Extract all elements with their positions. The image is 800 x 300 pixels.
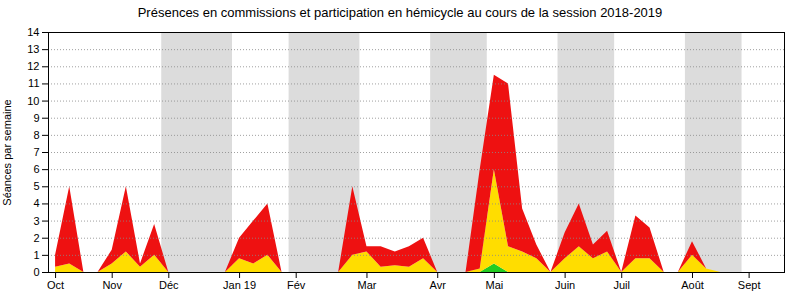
svg-text:11: 11 — [28, 77, 39, 89]
svg-text:14: 14 — [27, 26, 39, 38]
svg-text:9: 9 — [33, 112, 39, 124]
svg-text:Août: Août — [681, 279, 704, 291]
svg-text:8: 8 — [33, 129, 39, 141]
svg-text:Avr: Avr — [430, 279, 447, 291]
svg-text:Fév: Fév — [287, 279, 306, 291]
svg-text:4: 4 — [33, 197, 39, 209]
svg-text:Mar: Mar — [357, 279, 376, 291]
svg-text:Séances par semaine: Séances par semaine — [1, 99, 13, 205]
svg-text:Mai: Mai — [485, 279, 503, 291]
svg-text:2: 2 — [33, 232, 39, 244]
svg-text:Nov: Nov — [102, 279, 122, 291]
svg-text:Jan 19: Jan 19 — [223, 279, 256, 291]
svg-text:Juin: Juin — [555, 279, 575, 291]
svg-text:Déc: Déc — [159, 279, 179, 291]
svg-text:6: 6 — [33, 163, 39, 175]
svg-text:Sept: Sept — [738, 279, 761, 291]
html-text:Présences en commissions et pa: Présences en commissions et participatio… — [137, 5, 663, 20]
svg-text:13: 13 — [27, 43, 39, 55]
svg-text:10: 10 — [27, 95, 39, 107]
svg-text:3: 3 — [33, 215, 39, 227]
svg-text:1: 1 — [33, 249, 39, 261]
svg-text:12: 12 — [27, 60, 39, 72]
svg-text:0: 0 — [33, 266, 39, 278]
svg-text:5: 5 — [33, 180, 39, 192]
svg-text:Oct: Oct — [47, 279, 64, 291]
svg-text:Juil: Juil — [613, 279, 630, 291]
svg-text:7: 7 — [33, 146, 39, 158]
